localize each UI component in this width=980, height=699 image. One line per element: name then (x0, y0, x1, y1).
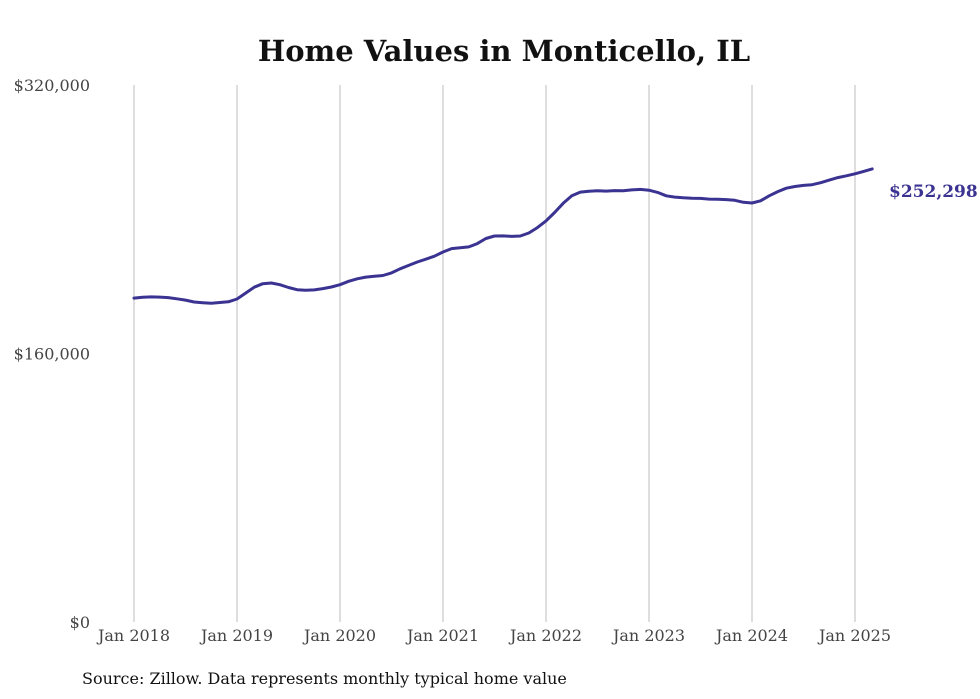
x-tick-label: Jan 2018 (96, 626, 170, 645)
x-tick-label: Jan 2025 (817, 626, 891, 645)
end-value-label: $252,298 (889, 182, 978, 202)
x-tick-label: Jan 2021 (405, 626, 479, 645)
x-axis-ticks: Jan 2018 Jan 2019 Jan 2020 Jan 2021 Jan 2022… (96, 626, 891, 645)
series-layer (132, 167, 874, 305)
grid-layer (133, 85, 856, 622)
chart-title: Home Values in Monticello, IL (258, 34, 750, 68)
y-axis-ticks: $0 $160,000 $320,000 (14, 76, 90, 632)
x-tick-label: Jan 2022 (508, 626, 582, 645)
x-tick-label: Jan 2020 (302, 626, 376, 645)
y-tick-label: $0 (70, 613, 90, 632)
y-tick-label: $160,000 (14, 345, 90, 364)
home-value-series-line (132, 167, 874, 305)
y-tick-label: $320,000 (14, 76, 90, 95)
x-tick-label: Jan 2024 (714, 626, 788, 645)
source-note: Source: Zillow. Data represents monthly … (82, 669, 567, 688)
x-tick-label: Jan 2023 (611, 626, 685, 645)
x-tick-label: Jan 2019 (199, 626, 273, 645)
